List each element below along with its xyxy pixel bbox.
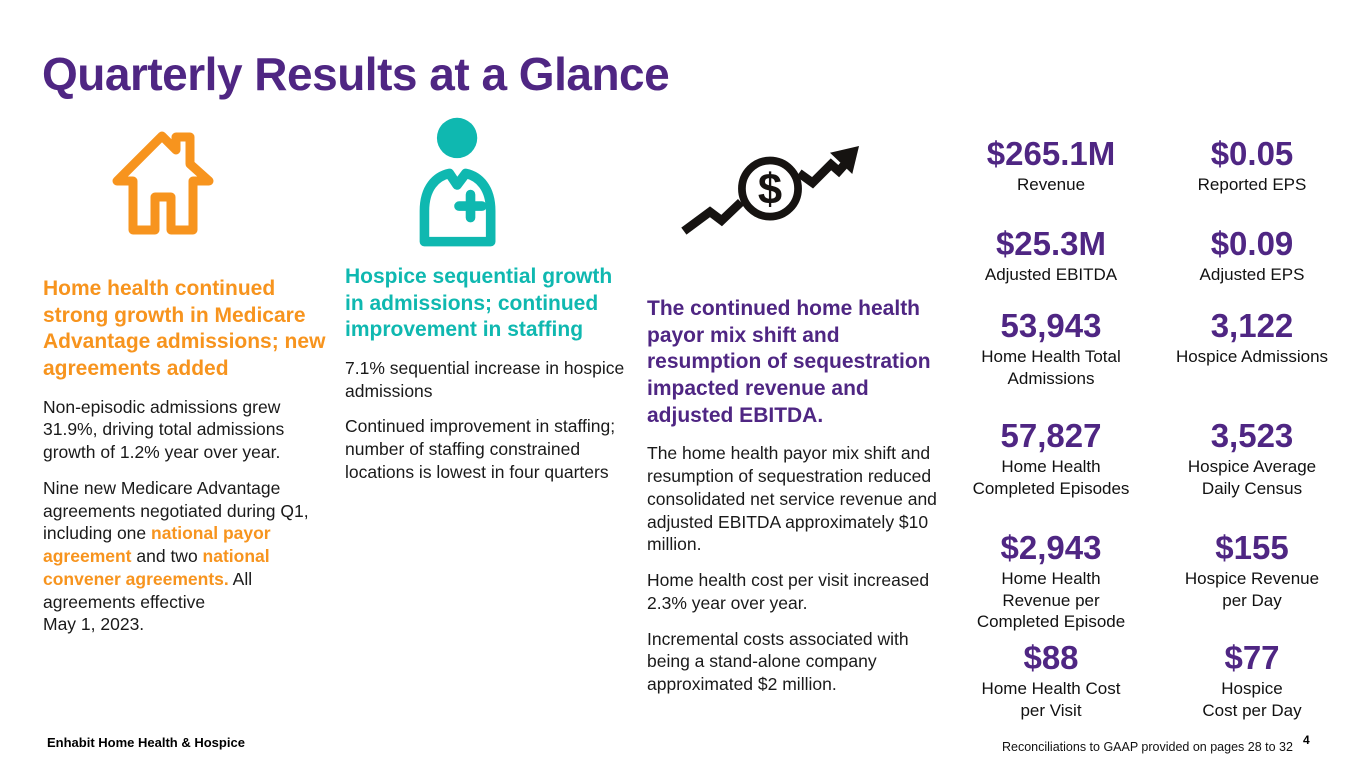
stats-grid: $265.1M Revenue $0.05 Reported EPS $25.3… — [948, 135, 1352, 721]
stat-value: 57,827 — [1000, 417, 1102, 454]
column-hospice: Hospice sequential growth in admissions;… — [345, 110, 635, 497]
paragraph: The home health payor mix shift and resu… — [647, 443, 937, 555]
stat-label: Home Health Cost per Visit — [981, 679, 1121, 720]
stat-reported-eps: $0.05 Reported EPS — [1154, 135, 1350, 226]
stat-value: $265.1M — [986, 135, 1116, 172]
paragraph: Home health cost per visit increased 2.3… — [647, 570, 930, 613]
paragraph: Incremental costs associated with being … — [647, 628, 909, 695]
stat-value: 53,943 — [1000, 307, 1102, 344]
stat-label: Hospice Revenue per Day — [1184, 569, 1320, 610]
stat-value: 3,122 — [1210, 307, 1294, 344]
stat-label: Adjusted EBITDA — [984, 265, 1118, 285]
column-payor-mix: $ The continued home health payor mix sh… — [647, 110, 945, 709]
stat-hospice-revenue-per-day: $155 Hospice Revenue per Day — [1154, 529, 1350, 640]
house-icon — [43, 124, 335, 276]
stat-label: Hospice Average Daily Census — [1187, 457, 1317, 498]
highlight-text: national convener agreements. — [43, 546, 270, 589]
stat-hospice-cost-per-day: $77 Hospice Cost per Day — [1154, 639, 1350, 721]
stat-hospice-average-daily-census: 3,523 Hospice Average Daily Census — [1154, 417, 1350, 530]
column-heading: Hospice sequential growth in admissions;… — [345, 265, 613, 342]
stat-value: $77 — [1224, 639, 1280, 676]
stat-adjusted-ebitda: $25.3M Adjusted EBITDA — [948, 225, 1154, 308]
stat-home-health-completed-episodes: 57,827 Home Health Completed Episodes — [948, 417, 1154, 530]
paragraph: Continued improvement in staffing; numbe… — [345, 416, 616, 482]
stat-home-health-revenue-per-episode: $2,943 Home Health Revenue per Completed… — [948, 529, 1154, 640]
stat-value: $155 — [1215, 529, 1289, 566]
highlight-text: national payor agreement — [43, 523, 271, 567]
stat-revenue: $265.1M Revenue — [948, 135, 1154, 226]
stat-value: $0.05 — [1210, 135, 1294, 172]
money-growth-icon: $ — [647, 144, 945, 296]
stat-label: Reported EPS — [1197, 175, 1307, 195]
paragraph: Non-episodic admissions grew 31.9%, driv… — [43, 396, 285, 463]
column-heading: The continued home health payor mix shif… — [647, 297, 931, 427]
text-segment: and two — [131, 546, 203, 567]
stat-label: Adjusted EPS — [1199, 265, 1305, 285]
stat-home-health-total-admissions: 53,943 Home Health Total Admissions — [948, 307, 1154, 418]
stat-value: $25.3M — [995, 225, 1107, 262]
stat-hospice-admissions: 3,122 Hospice Admissions — [1154, 307, 1350, 418]
page-number: 4 — [1303, 733, 1310, 747]
stat-value: $88 — [1023, 639, 1079, 676]
stat-home-health-cost-per-visit: $88 Home Health Cost per Visit — [948, 639, 1154, 721]
page-title: Quarterly Results at a Glance — [42, 48, 670, 100]
stat-adjusted-eps: $0.09 Adjusted EPS — [1154, 225, 1350, 308]
stat-value: $2,943 — [1000, 529, 1102, 566]
text-segment: Nine new Medicare Advantage agreements n… — [43, 477, 309, 544]
column-home-health: Home health continued strong growth in M… — [43, 110, 335, 649]
stat-label: Hospice Admissions — [1175, 347, 1329, 367]
footer-company: Enhabit Home Health & Hospice — [47, 735, 245, 750]
text-segment: All agreements effective May 1, 2023. — [43, 568, 253, 635]
svg-text:$: $ — [758, 166, 782, 214]
stat-value: 3,523 — [1210, 417, 1294, 454]
stat-label: Hospice Cost per Day — [1202, 679, 1302, 720]
nurse-icon — [345, 112, 635, 264]
column-heading: Home health continued strong growth in M… — [43, 277, 326, 380]
stat-label: Home Health Revenue per Completed Episod… — [976, 569, 1126, 632]
stat-label: Home Health Total Admissions — [981, 347, 1121, 388]
paragraph: 7.1% sequential increase in hospice admi… — [345, 357, 625, 401]
stat-value: $0.09 — [1210, 225, 1294, 262]
paragraph: Nine new Medicare Advantage agreements n… — [43, 477, 335, 636]
stat-label: Revenue — [1016, 175, 1086, 195]
footer-gaap-note: Reconciliations to GAAP provided on page… — [1002, 740, 1293, 754]
stat-label: Home Health Completed Episodes — [972, 457, 1130, 498]
